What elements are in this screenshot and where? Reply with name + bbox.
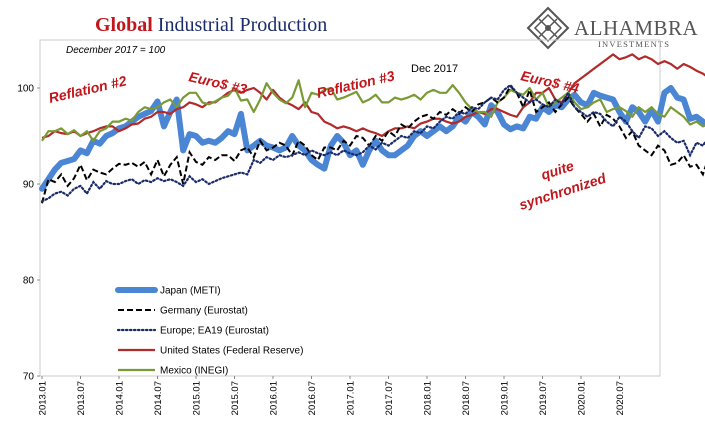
title-industrial-production: Industrial Production [158,14,327,36]
title-global: Global [95,14,153,36]
x-tick-label: 2018.07 [461,381,472,415]
axes: 70 80 90 100 2013.01 2013.07 2014.01 2014.07 201… [17,84,626,416]
x-tick-label: 2015.01 [192,381,203,415]
legend-label: Japan (METI) [160,286,221,297]
chart-subtitle: December 2017 = 100 [66,45,166,56]
annotation-reflation-2: Reflation #2 [47,72,128,105]
series-line-mexico-inegi [41,79,705,142]
x-tick-label: 2019.01 [500,381,511,415]
y-tick-label: 80 [23,276,35,287]
annotation-quite: quite [539,157,576,183]
brand-tagline: INVESTMENTS [598,39,670,49]
y-tick-label: 90 [23,180,35,191]
x-tick-label: 2014.07 [153,381,164,415]
legend: Japan (METI) Germany (Eurostat) Europe; EA… [115,286,303,377]
x-tick-label: 2013.07 [76,381,87,415]
x-tick-label: 2017.07 [384,381,395,415]
annotation-reflation-3: Reflation #3 [315,67,396,100]
legend-label: United States (Federal Reserve) [160,346,303,357]
series-line-germany-eurostat [41,84,705,204]
y-tick-label: 100 [17,84,34,95]
brand-name: ALHAMBRA [574,16,699,40]
x-tick-label: 2018.01 [423,381,434,415]
alhambra-logo: ALHAMBRA INVESTMENTS [526,6,699,50]
x-tick-label: 2020.07 [615,381,626,415]
x-tick-label: 2015.07 [230,381,241,415]
x-tick-label: 2020.01 [577,381,588,415]
x-tick-label: 2017.01 [346,381,357,415]
legend-label: Europe; EA19 (Eurostat) [160,326,269,337]
legend-label: Germany (Eurostat) [160,306,248,317]
y-tick-label: 70 [23,372,35,383]
x-tick-label: 2016.01 [269,381,280,415]
alhambra-diamond-icon [526,6,570,50]
series-line-europe-ea19-eurostat [40,83,705,203]
annotation-dec-2017: Dec 2017 [411,63,458,75]
x-tick-label: 2014.01 [115,381,126,415]
x-tick-label: 2013.01 [38,381,49,415]
series-layer [39,53,705,204]
x-tick-label: 2016.07 [307,381,318,415]
x-tick-label: 2019.07 [538,381,549,415]
chart-title: Global Industrial Production [95,14,327,36]
legend-label: Mexico (INEGI) [160,366,228,377]
